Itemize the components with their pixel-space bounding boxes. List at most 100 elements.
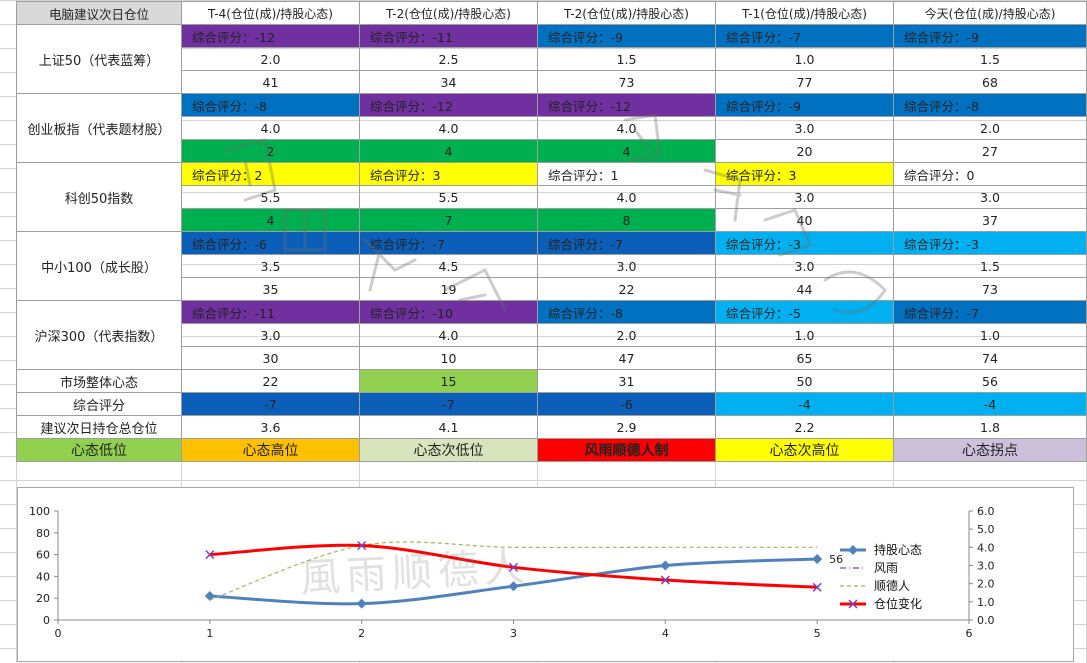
summary-cell[interactable]: -4 [715, 392, 894, 416]
color-legend-cell[interactable]: 心态拐点 [893, 438, 1087, 462]
position-cell[interactable]: 3.0 [715, 116, 894, 140]
mood-cell[interactable]: 40 [715, 208, 894, 232]
position-cell[interactable]: 2.5 [359, 47, 538, 71]
score-cell[interactable]: 综合评分：-8 [181, 93, 360, 117]
summary-cell[interactable]: 15 [359, 369, 538, 393]
mood-cell[interactable]: 65 [715, 346, 894, 370]
position-cell[interactable]: 1.5 [893, 254, 1087, 278]
position-cell[interactable]: 4.5 [359, 254, 538, 278]
score-cell[interactable]: 综合评分：-8 [537, 300, 716, 324]
score-cell[interactable]: 综合评分：-6 [181, 231, 360, 255]
mood-cell[interactable]: 73 [893, 277, 1087, 301]
mood-cell[interactable]: 10 [359, 346, 538, 370]
color-legend-cell[interactable]: 心态次低位 [359, 438, 538, 462]
mood-cell[interactable]: 27 [893, 139, 1087, 163]
color-legend-cell[interactable]: 心态高位 [181, 438, 360, 462]
column-header[interactable]: 今天(仓位(成)/持股心态) [893, 1, 1087, 25]
position-cell[interactable]: 3.0 [181, 323, 360, 347]
mood-cell[interactable]: 2 [181, 139, 360, 163]
index-name[interactable]: 科创50指数 [16, 162, 182, 232]
score-cell[interactable]: 综合评分：3 [715, 162, 894, 186]
summary-cell[interactable]: -7 [359, 392, 538, 416]
score-cell[interactable]: 综合评分：-9 [893, 24, 1087, 48]
mood-cell[interactable]: 74 [893, 346, 1087, 370]
score-cell[interactable]: 综合评分：1 [537, 162, 716, 186]
score-cell[interactable]: 综合评分：-9 [715, 93, 894, 117]
mood-cell[interactable]: 77 [715, 70, 894, 94]
score-cell[interactable]: 综合评分：-7 [893, 300, 1087, 324]
mood-cell[interactable]: 20 [715, 139, 894, 163]
position-cell[interactable]: 3.0 [893, 185, 1087, 209]
mood-cell[interactable]: 41 [181, 70, 360, 94]
mood-cell[interactable]: 30 [181, 346, 360, 370]
color-legend-cell[interactable]: 风雨顺德人制 [537, 438, 716, 462]
score-cell[interactable]: 综合评分：-11 [181, 300, 360, 324]
mood-cell[interactable]: 68 [893, 70, 1087, 94]
position-cell[interactable]: 4.0 [359, 116, 538, 140]
summary-cell[interactable]: -4 [893, 392, 1087, 416]
position-cell[interactable]: 4.0 [537, 116, 716, 140]
summary-cell[interactable]: 3.6 [181, 415, 360, 439]
mood-cell[interactable]: 47 [537, 346, 716, 370]
summary-cell[interactable]: 31 [537, 369, 716, 393]
summary-cell[interactable]: -6 [537, 392, 716, 416]
score-cell[interactable]: 综合评分：-8 [893, 93, 1087, 117]
summary-cell[interactable]: 22 [181, 369, 360, 393]
position-cell[interactable]: 3.0 [715, 185, 894, 209]
color-legend-cell[interactable]: 心态次高位 [715, 438, 894, 462]
summary-label[interactable]: 市场整体心态 [16, 369, 182, 393]
score-cell[interactable]: 综合评分：-7 [359, 231, 538, 255]
index-name[interactable]: 中小100（成长股） [16, 231, 182, 301]
position-cell[interactable]: 4.0 [181, 116, 360, 140]
score-cell[interactable]: 综合评分：-12 [537, 93, 716, 117]
summary-cell[interactable]: 4.1 [359, 415, 538, 439]
index-name[interactable]: 沪深300（代表指数） [16, 300, 182, 370]
position-cell[interactable]: 2.0 [893, 116, 1087, 140]
mood-cell[interactable]: 8 [537, 208, 716, 232]
mood-cell[interactable]: 4 [181, 208, 360, 232]
score-cell[interactable]: 综合评分：-9 [537, 24, 716, 48]
mood-cell[interactable]: 22 [537, 277, 716, 301]
position-cell[interactable]: 2.0 [537, 323, 716, 347]
summary-label[interactable]: 综合评分 [16, 392, 182, 416]
mood-cell[interactable]: 73 [537, 70, 716, 94]
corner-label[interactable]: 电脑建议次日仓位 [16, 1, 182, 25]
summary-cell[interactable]: 50 [715, 369, 894, 393]
score-cell[interactable]: 综合评分：-10 [359, 300, 538, 324]
column-header[interactable]: T-4(仓位(成)/持股心态) [181, 1, 360, 25]
mood-cell[interactable]: 37 [893, 208, 1087, 232]
position-cell[interactable]: 3.0 [715, 254, 894, 278]
color-legend-cell[interactable]: 心态低位 [16, 438, 182, 462]
summary-label[interactable]: 建议次日持仓总仓位 [16, 415, 182, 439]
position-cell[interactable]: 1.5 [893, 47, 1087, 71]
score-cell[interactable]: 综合评分：-12 [359, 93, 538, 117]
chart-area[interactable]: 0 20 40 60 80 100 0.0 1.0 2.0 3.0 4.0 5.0 6.0 0 1 2 3 4 5 6… [17, 487, 1074, 662]
summary-cell[interactable]: -7 [181, 392, 360, 416]
position-cell[interactable]: 3.5 [181, 254, 360, 278]
mood-cell[interactable]: 34 [359, 70, 538, 94]
score-cell[interactable]: 综合评分：-11 [359, 24, 538, 48]
score-cell[interactable]: 综合评分：-3 [893, 231, 1087, 255]
summary-cell[interactable]: 2.9 [537, 415, 716, 439]
position-cell[interactable]: 1.0 [715, 47, 894, 71]
score-cell[interactable]: 综合评分：2 [181, 162, 360, 186]
position-cell[interactable]: 5.5 [181, 185, 360, 209]
position-cell[interactable]: 3.0 [537, 254, 716, 278]
index-name[interactable]: 上证50（代表蓝筹） [16, 24, 182, 94]
score-cell[interactable]: 综合评分：-3 [715, 231, 894, 255]
mood-cell[interactable]: 7 [359, 208, 538, 232]
position-cell[interactable]: 1.5 [537, 47, 716, 71]
mood-cell[interactable]: 44 [715, 277, 894, 301]
score-cell[interactable]: 综合评分：3 [359, 162, 538, 186]
mood-cell[interactable]: 35 [181, 277, 360, 301]
index-name[interactable]: 创业板指（代表题材股） [16, 93, 182, 163]
position-cell[interactable]: 4.0 [359, 323, 538, 347]
mood-cell[interactable]: 4 [359, 139, 538, 163]
position-cell[interactable]: 4.0 [537, 185, 716, 209]
summary-cell[interactable]: 1.8 [893, 415, 1087, 439]
summary-cell[interactable]: 2.2 [715, 415, 894, 439]
summary-cell[interactable]: 56 [893, 369, 1087, 393]
mood-cell[interactable]: 4 [537, 139, 716, 163]
score-cell[interactable]: 综合评分：-7 [715, 24, 894, 48]
position-cell[interactable]: 1.0 [893, 323, 1087, 347]
